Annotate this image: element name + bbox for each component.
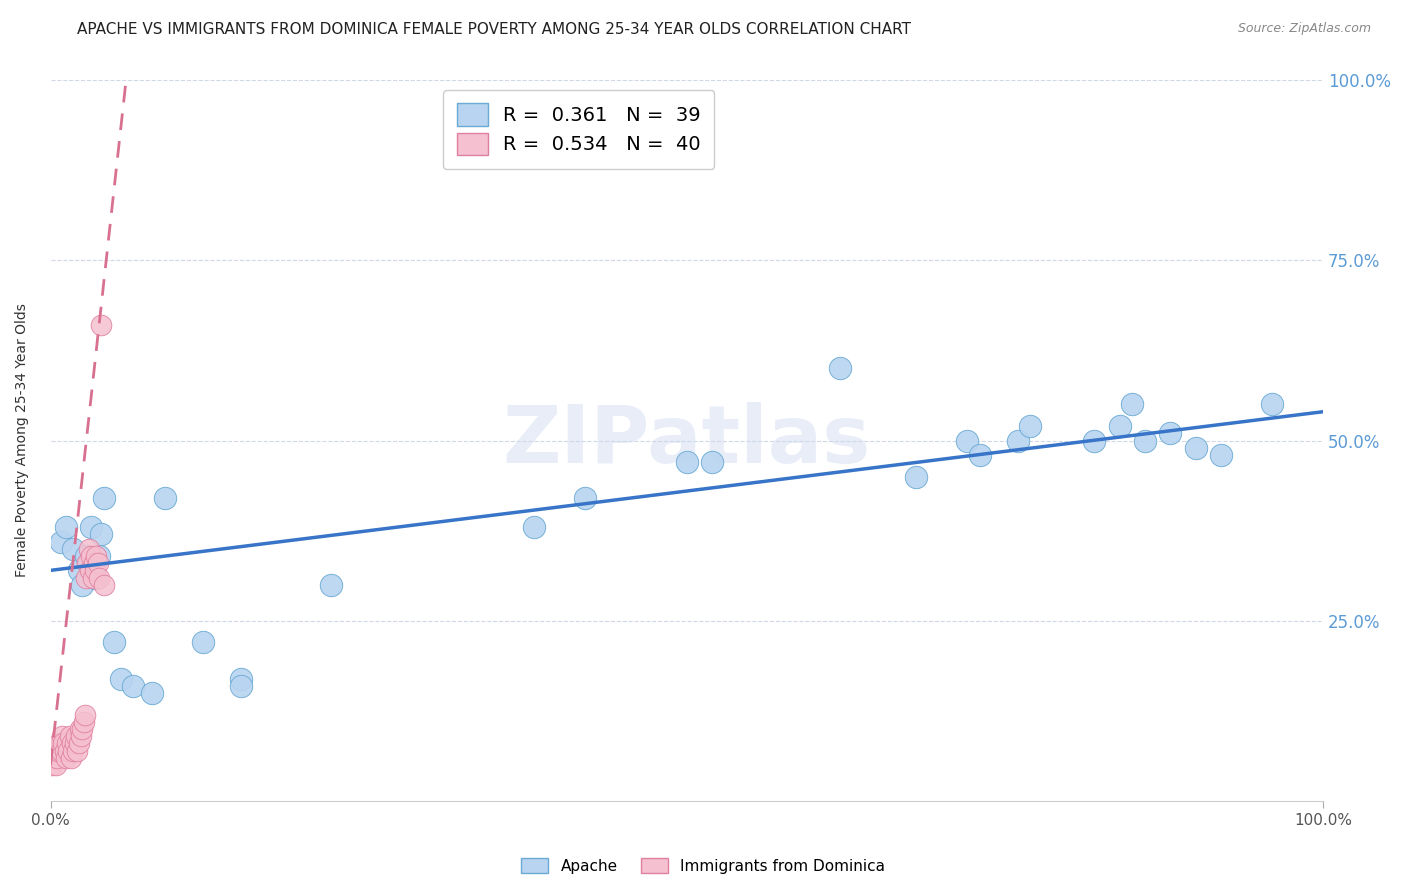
- Point: [55, 751, 77, 765]
- Point: [83, 556, 105, 570]
- Point: [77, 541, 100, 556]
- Point: [79, 563, 101, 577]
- Point: [87, 549, 110, 563]
- Point: [75, 549, 97, 563]
- Point: [72, 578, 94, 592]
- Point: [69, 722, 91, 736]
- Point: [90, 527, 112, 541]
- Point: [76, 556, 98, 570]
- Point: [77, 556, 100, 570]
- Point: [52, 736, 75, 750]
- Point: [72, 714, 94, 729]
- Legend: R =  0.361   N =  39, R =  0.534   N =  40: R = 0.361 N = 39, R = 0.534 N = 40: [443, 90, 714, 169]
- Point: [86, 556, 108, 570]
- Point: [523, 520, 546, 534]
- Point: [141, 686, 163, 700]
- Point: [1261, 397, 1284, 411]
- Point: [56, 736, 79, 750]
- Point: [122, 679, 145, 693]
- Point: [1159, 426, 1181, 441]
- Point: [41, 758, 63, 772]
- Point: [90, 318, 112, 333]
- Point: [48, 736, 70, 750]
- Point: [969, 448, 991, 462]
- Point: [828, 361, 851, 376]
- Point: [58, 744, 80, 758]
- Point: [45, 758, 67, 772]
- Point: [1019, 419, 1042, 434]
- Point: [42, 751, 65, 765]
- Point: [45, 751, 67, 765]
- Point: [60, 736, 83, 750]
- Point: [84, 571, 107, 585]
- Point: [55, 520, 77, 534]
- Point: [110, 672, 132, 686]
- Text: ZIPatlas: ZIPatlas: [503, 401, 870, 480]
- Point: [59, 729, 82, 743]
- Point: [44, 744, 66, 758]
- Point: [93, 491, 115, 506]
- Point: [93, 578, 115, 592]
- Point: [84, 563, 107, 577]
- Point: [1083, 434, 1105, 448]
- Point: [59, 751, 82, 765]
- Point: [702, 455, 724, 469]
- Y-axis label: Female Poverty Among 25-34 Year Olds: Female Poverty Among 25-34 Year Olds: [15, 303, 30, 577]
- Point: [153, 491, 176, 506]
- Legend: Apache, Immigrants from Dominica: Apache, Immigrants from Dominica: [515, 852, 891, 880]
- Point: [193, 635, 215, 649]
- Point: [1007, 434, 1029, 448]
- Point: [49, 744, 72, 758]
- Point: [72, 722, 94, 736]
- Point: [1211, 448, 1233, 462]
- Point: [62, 541, 84, 556]
- Point: [231, 672, 253, 686]
- Point: [80, 549, 103, 563]
- Point: [46, 744, 69, 758]
- Point: [67, 563, 90, 577]
- Text: Source: ZipAtlas.com: Source: ZipAtlas.com: [1237, 22, 1371, 36]
- Point: [103, 635, 125, 649]
- Point: [231, 679, 253, 693]
- Point: [63, 736, 86, 750]
- Point: [66, 744, 89, 758]
- Point: [1108, 419, 1130, 434]
- Point: [87, 571, 110, 585]
- Point: [86, 549, 108, 563]
- Point: [956, 434, 979, 448]
- Point: [62, 744, 84, 758]
- Point: [65, 729, 87, 743]
- Point: [319, 578, 342, 592]
- Point: [73, 707, 96, 722]
- Point: [70, 729, 93, 743]
- Point: [1133, 434, 1156, 448]
- Point: [1121, 397, 1143, 411]
- Point: [49, 534, 72, 549]
- Point: [904, 469, 927, 483]
- Point: [82, 571, 104, 585]
- Point: [1185, 441, 1208, 455]
- Point: [75, 571, 97, 585]
- Point: [574, 491, 596, 506]
- Point: [80, 520, 103, 534]
- Point: [53, 744, 76, 758]
- Point: [676, 455, 699, 469]
- Point: [51, 729, 73, 743]
- Text: APACHE VS IMMIGRANTS FROM DOMINICA FEMALE POVERTY AMONG 25-34 YEAR OLDS CORRELAT: APACHE VS IMMIGRANTS FROM DOMINICA FEMAL…: [77, 22, 911, 37]
- Point: [67, 736, 90, 750]
